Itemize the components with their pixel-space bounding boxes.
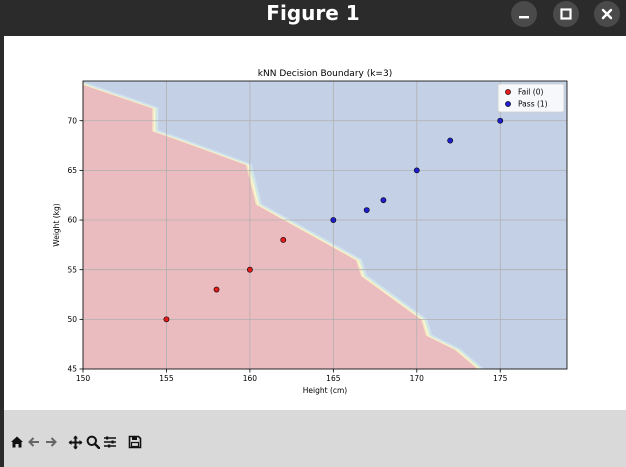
back-arrow-icon [28, 437, 39, 447]
y-tick-label: 55 [67, 265, 77, 274]
x-tick-label: 155 [159, 374, 174, 383]
fail-region [83, 83, 479, 369]
navigation-toolbar [4, 410, 626, 467]
maximize-icon [560, 8, 572, 20]
window-titlebar: Figure 1 [0, 0, 626, 36]
fail-point [280, 236, 287, 243]
window-border [0, 36, 4, 467]
pass-point [497, 117, 504, 124]
y-tick-label: 60 [67, 216, 77, 225]
fail-point [246, 266, 253, 273]
boundary-band [87, 83, 484, 369]
forward-arrow-icon [46, 437, 57, 447]
x-tick-label: 160 [243, 374, 258, 383]
x-tick-label: 150 [76, 374, 91, 383]
configure-subplots-icon [104, 436, 116, 448]
plot-frame [82, 80, 568, 370]
pan-button[interactable] [68, 433, 83, 451]
save-icon [128, 435, 142, 449]
fail-point [163, 316, 170, 323]
legend-pass-marker [505, 101, 511, 107]
x-tick-label: 175 [493, 374, 508, 383]
figure-canvas[interactable]: 150 155 160 165 170 175 45 50 55 60 65 70 kNN Decisi… [4, 36, 626, 410]
pass-point [380, 197, 387, 204]
zoom-icon [86, 435, 100, 449]
pass-point [330, 217, 337, 223]
home-icon [11, 436, 23, 448]
configure-subplots-button[interactable] [103, 433, 117, 451]
chart: 150 155 160 165 170 175 45 50 55 60 65 70 kNN Decisi… [52, 69, 568, 395]
chart-title: kNN Decision Boundary (k=3) [258, 69, 392, 79]
fail-point [213, 286, 220, 293]
legend-fail-marker [505, 89, 511, 95]
close-button[interactable] [594, 1, 620, 27]
zoom-button[interactable] [86, 433, 100, 451]
window-title: Figure 1 [266, 1, 360, 25]
pan-icon [68, 435, 83, 449]
y-tick-label: 50 [67, 315, 77, 324]
close-icon [601, 8, 613, 20]
y-tick-label: 65 [67, 166, 77, 175]
pass-point [447, 137, 454, 144]
y-tick-label: 70 [67, 116, 77, 125]
minimize-icon [519, 16, 529, 19]
minimize-button[interactable] [511, 1, 537, 27]
save-button[interactable] [128, 433, 142, 451]
pass-point [363, 207, 370, 214]
legend-fail-label: Fail (0) [518, 88, 543, 97]
home-button[interactable] [10, 433, 24, 451]
maximize-button[interactable] [553, 1, 579, 27]
x-tick-label: 170 [410, 374, 425, 383]
x-axis-label: Height (cm) [303, 386, 348, 395]
forward-button[interactable] [44, 433, 58, 451]
back-button[interactable] [27, 433, 41, 451]
legend-pass-label: Pass (1) [518, 100, 548, 109]
legend-box [497, 83, 565, 113]
x-tick-label: 165 [326, 374, 341, 383]
y-tick-label: 45 [67, 365, 77, 374]
pass-point [413, 167, 420, 174]
y-axis-label: Weight (kg) [52, 203, 61, 247]
